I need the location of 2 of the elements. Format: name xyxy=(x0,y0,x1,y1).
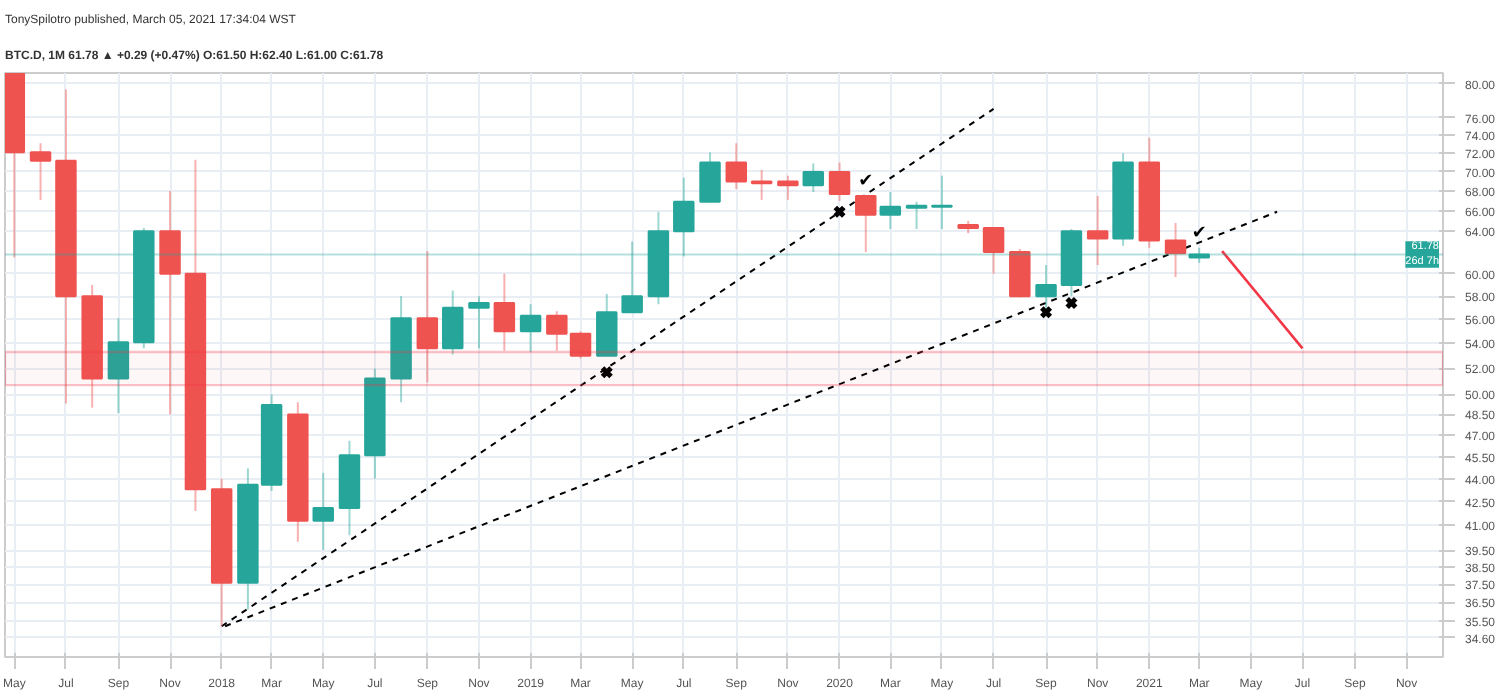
annotation: ✔ xyxy=(858,171,874,192)
annotation: ✔ xyxy=(1191,223,1207,244)
